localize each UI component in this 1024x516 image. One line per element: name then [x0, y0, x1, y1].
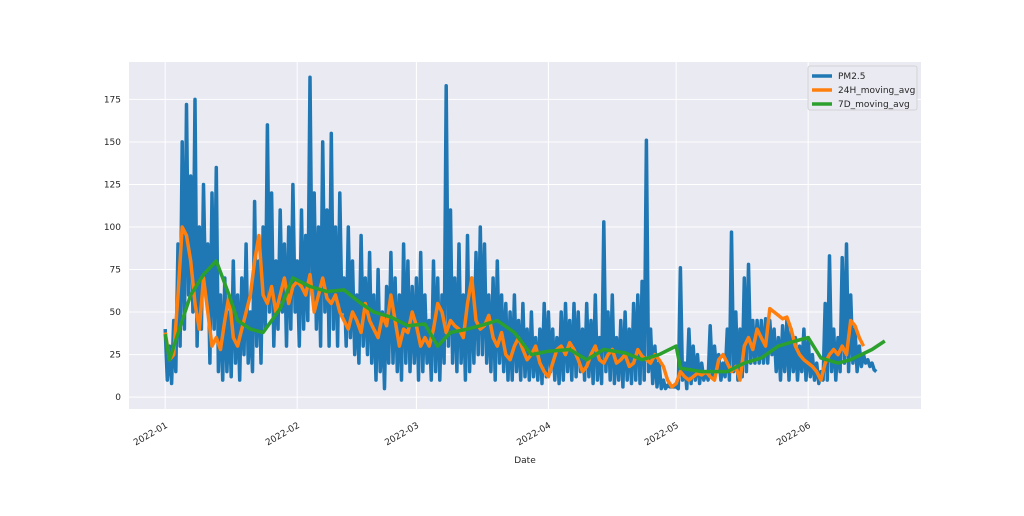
x-tick-label: 2022-03 — [383, 421, 421, 448]
x-tick-label: 2022-04 — [515, 421, 553, 449]
legend-label: 24H_moving_avg — [838, 86, 915, 96]
x-tick-label: 2022-05 — [643, 421, 681, 448]
series-lines — [163, 75, 886, 391]
y-tick-label: 150 — [104, 138, 121, 148]
legend: PM2.5 24H_moving_avg 7D_moving_avg — [807, 65, 918, 111]
series-line-pm2-5 — [163, 75, 878, 391]
series-line-7d-moving-avg — [163, 259, 886, 374]
x-tick-labels: 2022-01 2022-02 2022-03 2022-04 2022-05 2022-… — [132, 421, 813, 449]
x-tick-label: 2022-06 — [775, 421, 813, 449]
legend-label: 7D_moving_avg — [838, 100, 910, 110]
y-tick-label: 50 — [110, 308, 122, 318]
y-tick-labels: 0 25 50 75 100 125 150 175 — [104, 95, 121, 403]
y-tick-label: 175 — [104, 95, 121, 105]
y-tick-label: 75 — [110, 266, 121, 276]
x-axis-label: Date — [514, 456, 536, 466]
y-tick-label: 0 — [115, 393, 121, 403]
y-tick-label: 125 — [104, 180, 121, 190]
legend-label: PM2.5 — [838, 72, 866, 82]
y-tick-label: 100 — [104, 223, 121, 233]
x-tick-label: 2022-01 — [132, 421, 170, 448]
x-tick-label: 2022-02 — [264, 421, 302, 448]
legend-box — [807, 65, 918, 111]
y-tick-label: 25 — [110, 351, 121, 361]
series-line-24h-moving-avg — [163, 225, 866, 389]
